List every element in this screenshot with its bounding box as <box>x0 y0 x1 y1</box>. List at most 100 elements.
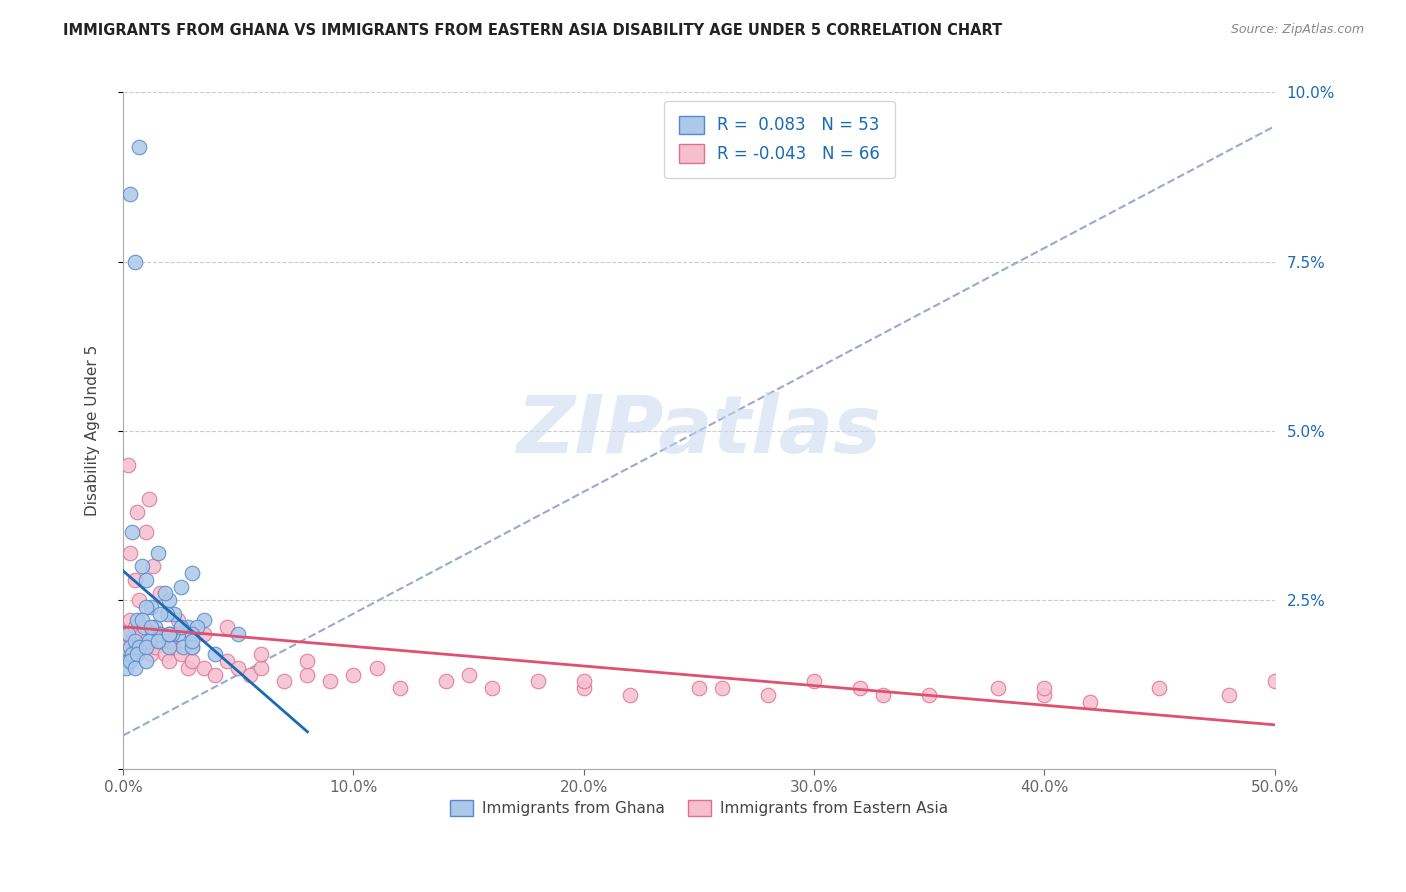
Point <box>1149 681 1171 695</box>
Point <box>181 627 204 641</box>
Point <box>366 661 388 675</box>
Point <box>156 607 179 621</box>
Point <box>149 586 172 600</box>
Point <box>526 674 548 689</box>
Point <box>193 661 215 675</box>
Point <box>181 566 204 580</box>
Point <box>157 593 180 607</box>
Point <box>157 627 180 641</box>
Point <box>1080 695 1102 709</box>
Point <box>457 667 479 681</box>
Point <box>124 620 146 634</box>
Point <box>135 599 157 614</box>
Point <box>128 593 150 607</box>
Point <box>142 627 165 641</box>
Point <box>181 640 204 655</box>
Point <box>803 674 825 689</box>
Point <box>215 654 238 668</box>
Point <box>120 640 142 655</box>
Point <box>193 627 215 641</box>
Point <box>121 647 143 661</box>
Point <box>121 633 143 648</box>
Point <box>128 640 150 655</box>
Point <box>125 505 148 519</box>
Point <box>170 620 193 634</box>
Point <box>131 613 153 627</box>
Point <box>124 573 146 587</box>
Point <box>688 681 710 695</box>
Point <box>167 627 190 641</box>
Point <box>124 661 146 675</box>
Point <box>135 525 157 540</box>
Point <box>120 546 142 560</box>
Point <box>142 559 165 574</box>
Point <box>124 633 146 648</box>
Point <box>204 647 226 661</box>
Point <box>172 640 194 655</box>
Point <box>849 681 872 695</box>
Point <box>619 688 641 702</box>
Point <box>157 654 180 668</box>
Point <box>120 186 142 201</box>
Point <box>135 654 157 668</box>
Point <box>138 491 160 506</box>
Point <box>135 640 157 655</box>
Point <box>163 640 186 655</box>
Point <box>756 688 779 702</box>
Point <box>117 458 139 472</box>
Point <box>153 647 176 661</box>
Point <box>114 640 136 655</box>
Point <box>139 647 162 661</box>
Point <box>176 620 198 634</box>
Point <box>120 613 142 627</box>
Point <box>250 647 273 661</box>
Point <box>181 654 204 668</box>
Point <box>128 139 150 153</box>
Point <box>149 607 172 621</box>
Point <box>125 613 148 627</box>
Point <box>215 620 238 634</box>
Point <box>918 688 941 702</box>
Point <box>157 633 180 648</box>
Point <box>135 633 157 648</box>
Point <box>131 559 153 574</box>
Point <box>186 620 208 634</box>
Point <box>138 633 160 648</box>
Point <box>204 667 226 681</box>
Point <box>121 525 143 540</box>
Point <box>145 640 167 655</box>
Point <box>157 640 180 655</box>
Y-axis label: Disability Age Under 5: Disability Age Under 5 <box>86 345 100 516</box>
Point <box>170 647 193 661</box>
Point <box>149 633 172 648</box>
Point <box>135 573 157 587</box>
Point <box>117 654 139 668</box>
Point <box>319 674 342 689</box>
Point <box>131 627 153 641</box>
Point <box>167 613 190 627</box>
Point <box>114 661 136 675</box>
Point <box>572 681 595 695</box>
Point <box>149 627 172 641</box>
Point <box>273 674 295 689</box>
Point <box>117 627 139 641</box>
Point <box>1033 681 1056 695</box>
Point <box>181 633 204 648</box>
Text: Source: ZipAtlas.com: Source: ZipAtlas.com <box>1230 23 1364 37</box>
Point <box>132 620 155 634</box>
Point <box>297 667 319 681</box>
Point <box>710 681 733 695</box>
Point <box>228 627 250 641</box>
Point <box>1264 674 1286 689</box>
Point <box>388 681 411 695</box>
Point <box>157 627 180 641</box>
Point <box>125 647 148 661</box>
Text: ZIPatlas: ZIPatlas <box>516 392 882 470</box>
Point <box>139 599 162 614</box>
Point <box>481 681 503 695</box>
Point <box>239 667 262 681</box>
Point <box>872 688 894 702</box>
Point <box>153 586 176 600</box>
Point <box>1033 688 1056 702</box>
Point <box>572 674 595 689</box>
